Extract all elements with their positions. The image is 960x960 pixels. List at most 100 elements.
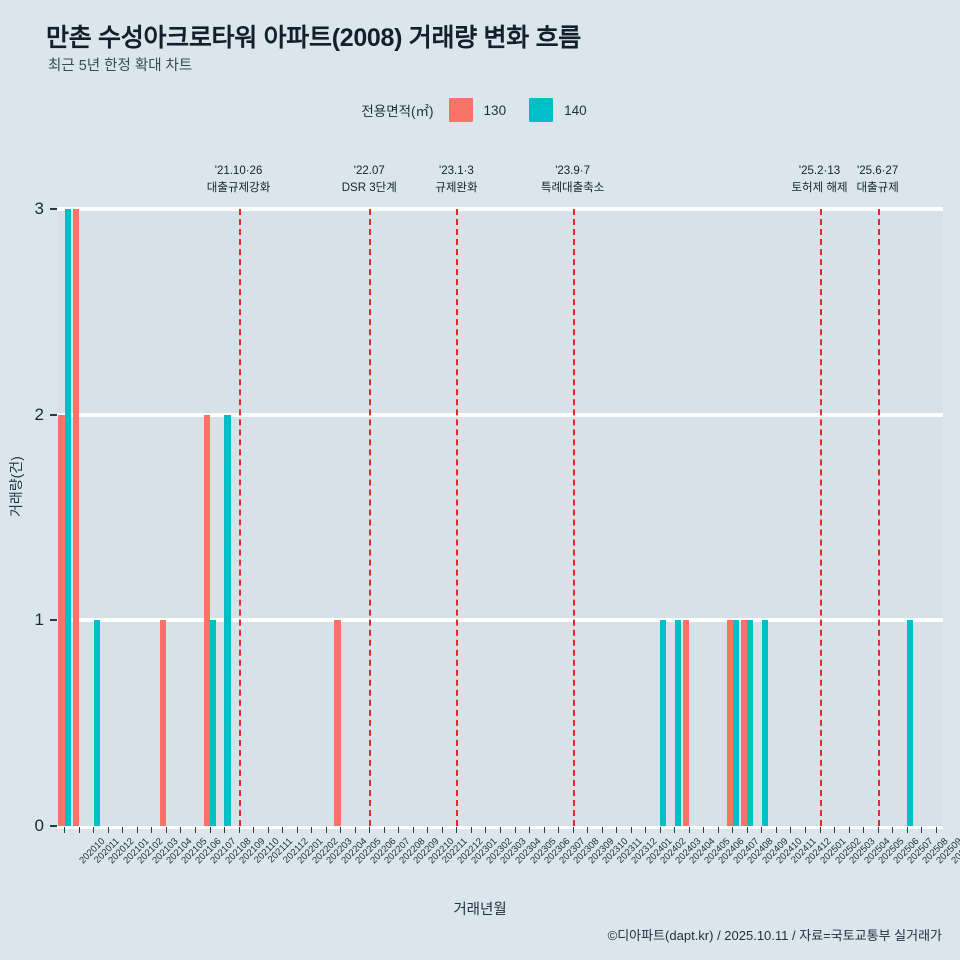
- bar-130-202408: [726, 620, 733, 826]
- bar-130-202205: [334, 620, 341, 826]
- bar-140-202108: [209, 620, 217, 826]
- x-tick-mark-202501: [805, 827, 807, 833]
- x-tick-mark-202205: [340, 827, 342, 833]
- y-tick-label-0: 0: [34, 816, 44, 835]
- x-tick-mark-202204: [325, 827, 327, 833]
- x-tick-mark-202406: [703, 827, 705, 833]
- event-label-202301: '23.1·3 규제완화: [435, 163, 477, 196]
- event-line-202301: [456, 209, 459, 826]
- x-tick-mark-202211: [427, 827, 429, 833]
- legend-label-130: 130: [483, 102, 507, 118]
- x-tick-mark-202206: [354, 827, 356, 833]
- x-tick-mark-202401: [630, 827, 632, 833]
- y-axis-label: 거래량(건): [8, 456, 24, 517]
- x-tick-mark-202107: [194, 827, 196, 833]
- y-tick-mark-3: [50, 208, 57, 210]
- x-tick-mark-202502: [819, 827, 821, 833]
- x-tick-mark-202302: [470, 827, 472, 833]
- x-tick-mark-202202: [296, 827, 298, 833]
- event-text: DSR 3단계: [341, 181, 397, 194]
- event-line-202309: [572, 209, 575, 826]
- x-tick-mark-202304: [500, 827, 501, 833]
- bar-130-202011: [72, 209, 80, 826]
- bar-140-202508: [907, 620, 914, 826]
- legend-swatch-140: [529, 98, 554, 122]
- x-tick-mark-202404: [674, 827, 676, 833]
- legend-label-140: 140: [564, 102, 587, 118]
- x-tick-mark-202402: [645, 827, 647, 833]
- event-label-202207: '22.07 DSR 3단계: [342, 163, 397, 196]
- event-date: '22.07: [353, 165, 385, 177]
- bar-140-202012: [93, 620, 100, 826]
- x-tick-mark-202210: [412, 827, 414, 833]
- x-tick-mark-202403: [659, 827, 661, 833]
- event-date: '23.1·3: [439, 165, 474, 177]
- gridline-3: [57, 207, 943, 211]
- x-tick-mark-202312: [616, 827, 618, 833]
- bar-140-202408: [732, 620, 739, 826]
- event-text: 특례대출축소: [540, 181, 605, 194]
- y-tick-label-2: 2: [34, 404, 44, 424]
- x-tick-mark-202207: [369, 827, 371, 833]
- event-line-202207: [369, 209, 372, 826]
- event-label-202502: '25.2·13 토허제 해제: [791, 163, 847, 196]
- page-subtitle: 최근 5년 한정 확대 차트: [48, 58, 193, 74]
- event-date: '21.10·26: [214, 165, 263, 177]
- x-tick-mark-202011: [78, 827, 80, 833]
- event-line-202502: [819, 209, 822, 826]
- x-tick-mark-202510: [935, 827, 937, 833]
- x-tick-mark-202201: [282, 827, 284, 833]
- event-text: 대출규제강화: [206, 181, 271, 194]
- x-tick-mark-202305: [514, 827, 516, 833]
- x-tick-mark-202409: [746, 827, 748, 833]
- x-tick-mark-202306: [529, 827, 531, 833]
- x-tick-mark-202412: [790, 827, 792, 833]
- x-axis-label: 거래년월: [453, 902, 507, 918]
- bar-140-202403: [660, 620, 667, 826]
- event-label-202110: '21.10·26 대출규제강화: [207, 163, 270, 196]
- y-tick-mark-2: [50, 413, 57, 416]
- x-tick-mark-202405: [688, 827, 690, 833]
- x-tick-mark-202112: [267, 827, 269, 833]
- bar-130-202108: [203, 414, 210, 826]
- bar-140-202410: [761, 620, 769, 826]
- x-tick-mark-202506: [877, 827, 879, 833]
- x-tick-mark-202308: [558, 827, 560, 833]
- x-tick-mark-202102: [122, 827, 124, 833]
- x-tick-mark-202105: [165, 827, 167, 833]
- bar-140-202409: [747, 620, 754, 826]
- bar-140-202010: [64, 209, 71, 826]
- x-tick-mark-202101: [107, 827, 109, 833]
- event-date: '23.9·7: [555, 165, 591, 177]
- y-tick-mark-0: [50, 825, 57, 827]
- legend-swatch-130: [448, 98, 473, 122]
- x-tick-mark-202507: [892, 827, 894, 833]
- gridline-1: [57, 618, 943, 623]
- x-tick-mark-202212: [441, 827, 443, 833]
- x-tick-mark-202407: [717, 827, 719, 833]
- x-tick-mark-202309: [572, 827, 574, 833]
- bar-130-202105: [160, 620, 167, 826]
- event-text: 대출규제: [856, 181, 899, 194]
- x-tick-mark-202505: [863, 827, 865, 833]
- bar-140-202109: [224, 414, 231, 826]
- x-tick-mark-202410: [761, 827, 763, 833]
- x-tick-mark-202103: [136, 827, 138, 833]
- x-tick-mark-202203: [311, 827, 313, 833]
- bar-130-202405: [683, 620, 690, 826]
- x-tick-mark-202012: [93, 827, 95, 833]
- y-tick-label-1: 1: [34, 610, 44, 630]
- x-tick-mark-202010: [64, 827, 66, 833]
- event-line-202110: [238, 209, 241, 826]
- event-label-202506: '25.6·27 대출규제: [856, 163, 898, 196]
- event-text: 규제완화: [435, 181, 478, 194]
- event-date: '25.2·13: [798, 165, 841, 177]
- bar-130-202010: [58, 414, 65, 826]
- x-tick-mark-202111: [253, 827, 255, 833]
- x-tick-mark-202303: [485, 827, 487, 833]
- gridline-2: [57, 412, 943, 417]
- x-tick-mark-202109: [224, 827, 226, 833]
- x-tick-mark-202503: [834, 827, 836, 833]
- x-tick-mark-202209: [398, 827, 400, 833]
- x-tick-mark-202311: [601, 827, 603, 833]
